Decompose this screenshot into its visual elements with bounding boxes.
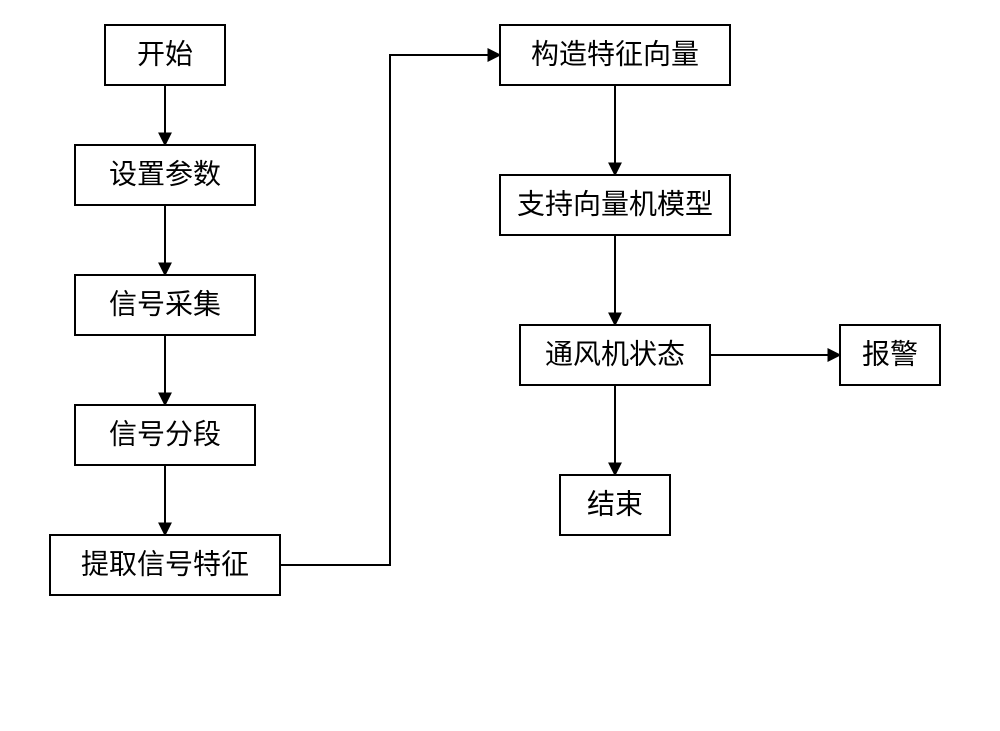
nodes-layer: 开始设置参数信号采集信号分段提取信号特征 构造特征向量支持向量机模型通风机状态 报警…: [50, 25, 940, 595]
node-svm: 支持向量机模型: [500, 175, 730, 235]
node-feature: 构造特征向量: [500, 25, 730, 85]
node-params-label: 设置参数: [109, 159, 221, 191]
node-alarm-label: 报警: [862, 339, 918, 371]
node-end-label: 结束: [587, 489, 643, 521]
node-extract: 提取信号特征: [50, 535, 280, 595]
node-segment: 信号分段: [75, 405, 255, 465]
node-params: 设置参数: [75, 145, 255, 205]
node-status-label: 通风机状态: [545, 339, 685, 371]
node-svm-label: 支持向量机模型: [517, 189, 713, 221]
node-extract-label: 提取信号特征: [81, 549, 249, 581]
node-feature-label: 构造特征向量: [531, 39, 699, 71]
flowchart-canvas: 开始设置参数信号采集信号分段提取信号特征 构造特征向量支持向量机模型通风机状态 报警…: [0, 0, 1000, 731]
node-collect-label: 信号采集: [109, 289, 221, 321]
node-start: 开始: [105, 25, 225, 85]
node-start-label: 开始: [137, 39, 193, 71]
edge-extract-feature: [280, 55, 500, 565]
node-end: 结束: [560, 475, 670, 535]
edges-layer: [165, 55, 840, 565]
node-collect: 信号采集: [75, 275, 255, 335]
node-alarm: 报警: [840, 325, 940, 385]
node-segment-label: 信号分段: [109, 419, 221, 451]
node-status: 通风机状态: [520, 325, 710, 385]
